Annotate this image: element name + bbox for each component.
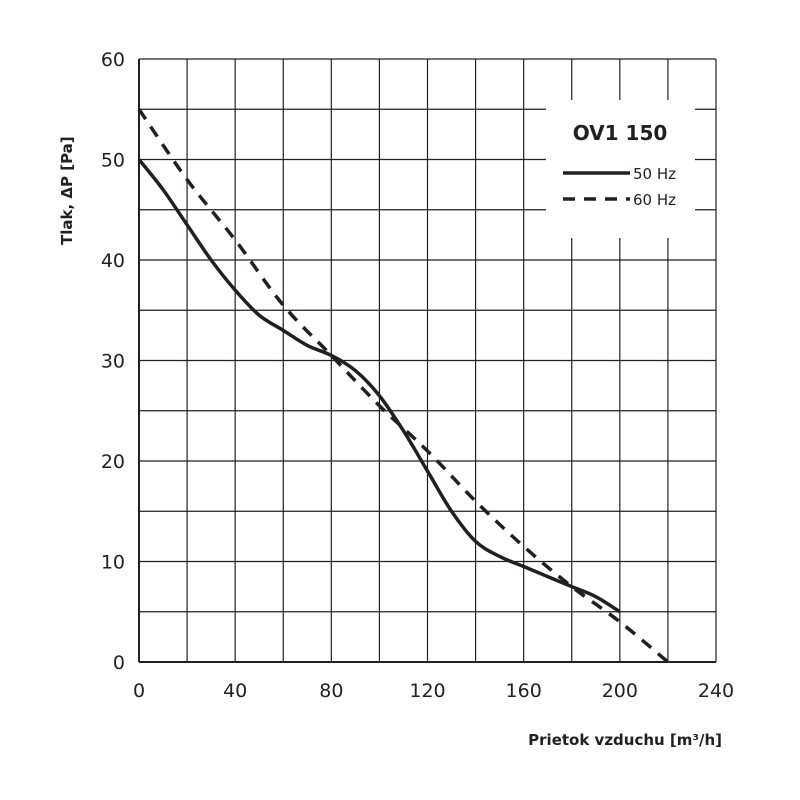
x-axis-label: Prietok vzduchu [m³/h] (528, 731, 722, 749)
legend-title: OV1 150 (573, 121, 668, 145)
y-tick-label: 50 (101, 150, 125, 172)
x-tick-label: 80 (319, 680, 343, 702)
x-tick-label: 120 (409, 680, 445, 702)
y-tick-label: 40 (101, 250, 125, 272)
legend-label-60hz: 60 Hz (633, 191, 676, 209)
y-tick-label: 0 (113, 652, 125, 674)
y-tick-label: 20 (101, 451, 125, 473)
y-tick-label: 30 (101, 351, 125, 373)
y-tick-label: 10 (101, 552, 125, 574)
legend-label-50hz: 50 Hz (633, 165, 676, 183)
x-tick-label: 40 (223, 680, 247, 702)
series-line-50hz (137, 158, 621, 614)
y-axis-label: Tlak, ΔP [Pa] (58, 136, 76, 245)
x-tick-label: 0 (133, 680, 145, 702)
x-tick-label: 240 (698, 680, 734, 702)
y-tick-label: 60 (101, 49, 125, 71)
legend-box (546, 100, 695, 238)
x-tick-label: 200 (602, 680, 638, 702)
x-tick-label: 160 (506, 680, 542, 702)
